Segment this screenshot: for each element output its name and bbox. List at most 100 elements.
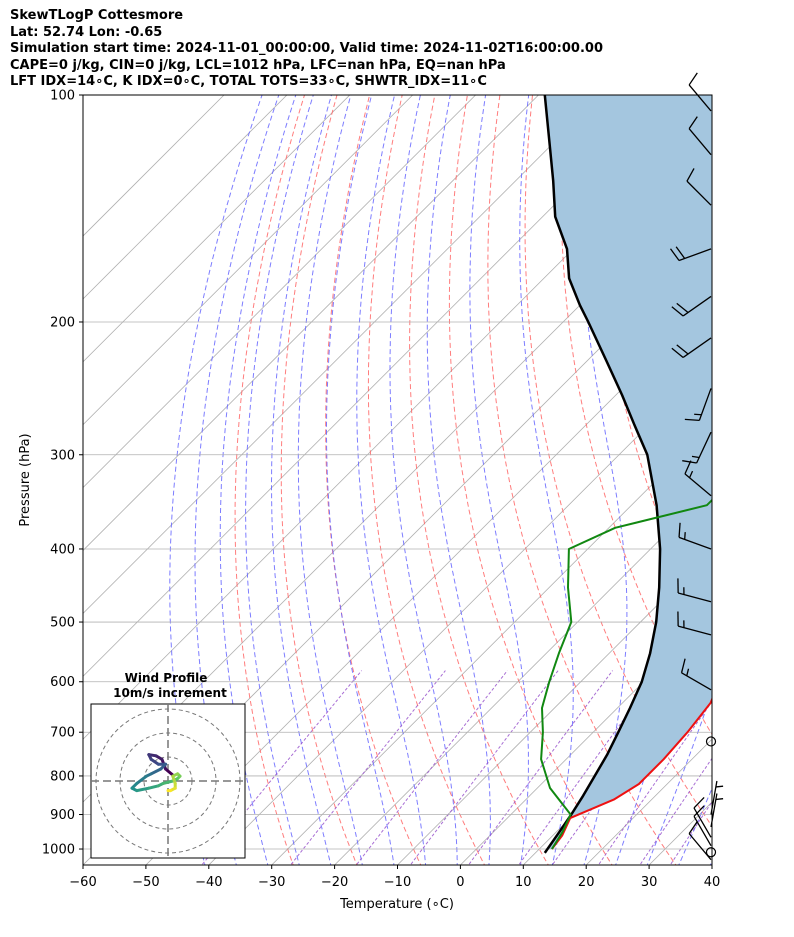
- x-tick-label: −40: [195, 875, 222, 890]
- isotherm-line: [396, 549, 712, 865]
- wind-barb: [710, 793, 724, 828]
- barb-full-flag: [669, 248, 680, 261]
- isotherm-line: [459, 612, 712, 865]
- wind-barb: [677, 578, 712, 603]
- wind-barb: [677, 611, 712, 636]
- moist-adiabat-line: [356, 95, 427, 865]
- barb-full-flag: [680, 658, 686, 673]
- index-line: LFT IDX=14∘C, K IDX=0∘C, TOTAL TOTS=33∘C…: [10, 74, 487, 89]
- isotherm-line: [271, 424, 712, 865]
- dry-adiabat-line: [280, 95, 358, 865]
- wind-barb: [710, 780, 724, 815]
- moist-adiabat-line: [194, 95, 280, 865]
- parcel-line: [543, 95, 662, 854]
- mixing-ratio-line: [409, 670, 559, 865]
- barb-full-flag: [676, 344, 689, 355]
- moist-adiabat-line: [578, 95, 628, 865]
- moist-adiabat-line: [271, 95, 333, 865]
- isotherm-line: [83, 95, 351, 363]
- mixing-ratio-line: [289, 670, 446, 865]
- hodograph-segment: [147, 784, 160, 790]
- y-tick-label: 900: [50, 808, 75, 823]
- x-tick-label: 30: [641, 875, 658, 890]
- mixing-ratio-line: [597, 700, 712, 865]
- dry-adiabat-line: [409, 95, 549, 865]
- barb-half-flag: [715, 798, 724, 801]
- x-axis-label: Temperature (∘C): [339, 897, 454, 912]
- mixing-ratio-line: [639, 757, 712, 865]
- wind-barb: [693, 805, 712, 847]
- mixing-ratio-line: [355, 670, 508, 865]
- cape-cin-fill: [544, 95, 712, 849]
- barb-full-flag: [693, 796, 705, 809]
- hodograph-segment: [164, 767, 175, 777]
- wind-barb: [684, 460, 712, 497]
- y-tick-label: 200: [50, 315, 75, 330]
- y-tick-label: 300: [50, 448, 75, 463]
- barb-full-flag: [671, 347, 684, 358]
- dry-adiabat-line: [367, 95, 486, 865]
- hodograph: [130, 753, 182, 793]
- barb-shaft: [688, 128, 712, 156]
- barb-full-flag: [671, 306, 684, 317]
- barb-full-flag: [676, 302, 689, 314]
- isotherm-line: [145, 298, 712, 865]
- barb-full-flag: [684, 418, 700, 422]
- barb-full-flag: [682, 460, 697, 464]
- isotherm-line: [711, 864, 712, 865]
- x-tick-label: −50: [132, 875, 159, 890]
- axis-ticks: −60 −50 −40 −30 −20 −10 0 10 20 30 40 1000 900 800 700…: [42, 89, 720, 891]
- wind-barb: [686, 168, 712, 206]
- moist-adiabat-line: [426, 95, 491, 865]
- moist-adiabat-line: [297, 95, 363, 865]
- dry-adiabat-line: [560, 95, 712, 736]
- y-tick-label: 600: [50, 675, 75, 690]
- barb-shaft: [688, 84, 712, 112]
- dewpoint-line: [540, 498, 712, 850]
- isotherm-line: [83, 95, 665, 677]
- barb-half-flag: [691, 455, 700, 459]
- isotherm-line: [83, 95, 540, 552]
- moist-adiabat-line: [245, 95, 314, 865]
- chart-header: SkewTLogP Cottesmore Lat: 52.74 Lon: -0.…: [10, 8, 603, 91]
- profile-lines: [540, 95, 712, 854]
- barb-half-flag: [694, 413, 702, 416]
- x-tick-label: −10: [384, 875, 411, 890]
- location-line: Lat: 52.74 Lon: -0.65: [10, 24, 163, 40]
- barb-full-flag: [688, 821, 698, 834]
- isotherm-line: [334, 487, 712, 865]
- dry-adiabat-line: [448, 95, 613, 865]
- isotherm-line: [83, 95, 602, 614]
- cin-area: [544, 95, 712, 849]
- dry-adiabat-line: [759, 78, 794, 868]
- wind-barb: [680, 658, 712, 691]
- mixing-ratio-line: [669, 800, 712, 865]
- barb-half-flag: [715, 785, 724, 788]
- moist-adiabat-line: [169, 95, 263, 865]
- y-axis-label: Pressure (hPa): [18, 433, 33, 526]
- cape-line: CAPE=0 j/kg, CIN=0 j/kg, LCL=1012 hPa, L…: [10, 57, 506, 73]
- wind-barbs: [669, 72, 724, 861]
- y-tick-label: 1000: [42, 843, 75, 858]
- y-tick-label: 100: [50, 89, 75, 104]
- isotherm-line: [208, 361, 712, 865]
- barb-full-flag: [675, 246, 686, 259]
- isotherm-line: [83, 95, 477, 489]
- wind-profile-inset: Wind Profile 10m/s increment: [90, 671, 246, 859]
- barb-full-flag: [678, 522, 681, 538]
- wind-barb: [671, 337, 712, 358]
- moist-adiabat-line: [389, 95, 458, 865]
- x-tick-label: 0: [456, 875, 464, 890]
- moist-adiabat-line: [219, 95, 297, 865]
- mixing-ratio-line: [201, 670, 362, 865]
- barb-full-flag: [688, 116, 698, 130]
- barb-shaft: [693, 815, 712, 847]
- barb-half-flag: [688, 470, 694, 479]
- barb-half-flag: [684, 532, 686, 540]
- hodograph-segment: [135, 774, 148, 785]
- mixing-ratio-line: [467, 670, 613, 865]
- inset-subtitle: 10m/s increment: [113, 686, 227, 700]
- dry-adiabat-line: [727, 78, 794, 868]
- wind-barb: [705, 736, 717, 747]
